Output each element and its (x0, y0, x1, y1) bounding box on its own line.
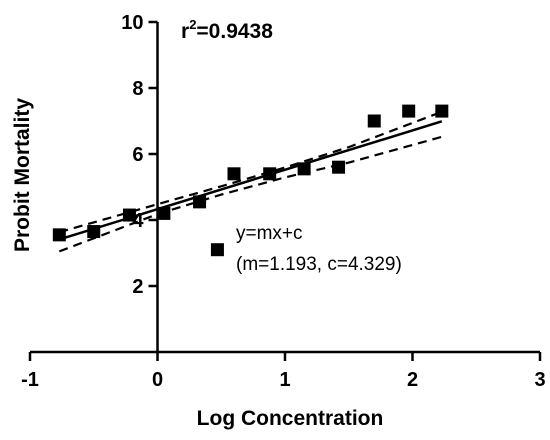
x-tick-label: 1 (279, 369, 290, 391)
y-tick-label: 6 (132, 144, 143, 166)
x-tick-label: 3 (534, 369, 545, 391)
lower-confidence-line (58, 135, 443, 253)
data-point (332, 160, 346, 174)
r-squared-prefix: r (181, 20, 189, 43)
r-squared-value: =0.9438 (196, 20, 273, 43)
data-point (297, 162, 311, 176)
data-point (263, 167, 277, 181)
data-point (157, 206, 171, 220)
data-points (52, 104, 449, 242)
r-squared-superscript: 2 (189, 17, 196, 32)
data-point (435, 104, 449, 118)
x-axis-ticks: -1 0 1 2 3 (21, 352, 546, 391)
y-axis-title: Probit Mortality (11, 98, 34, 252)
data-point (193, 195, 207, 209)
x-tick-label: -1 (21, 369, 39, 391)
data-point (227, 167, 241, 181)
data-point (87, 225, 101, 239)
y-tick-label: 2 (132, 276, 143, 298)
equation-marker (210, 243, 224, 257)
equation-line-2: (m=1.193, c=4.329) (236, 254, 402, 275)
confidence-band (58, 110, 443, 253)
x-axis-title: Log Concentration (197, 407, 384, 430)
y-axis-ticks: 2 4 6 8 10 (121, 12, 158, 298)
upper-confidence-line (58, 110, 443, 234)
data-point (122, 208, 136, 222)
data-point (402, 104, 416, 118)
x-tick-label: 2 (407, 369, 418, 391)
equation-line-1: y=mx+c (236, 223, 303, 244)
r-squared-label: r2=0.9438 (181, 17, 273, 43)
data-point (367, 114, 381, 128)
y-tick-label: 4 (132, 210, 144, 232)
regression-line (58, 120, 443, 241)
y-tick-label: 10 (121, 12, 143, 34)
data-point (52, 228, 66, 242)
y-tick-label: 8 (132, 78, 143, 100)
regression-line-group (58, 120, 443, 241)
x-tick-label: 0 (152, 369, 163, 391)
